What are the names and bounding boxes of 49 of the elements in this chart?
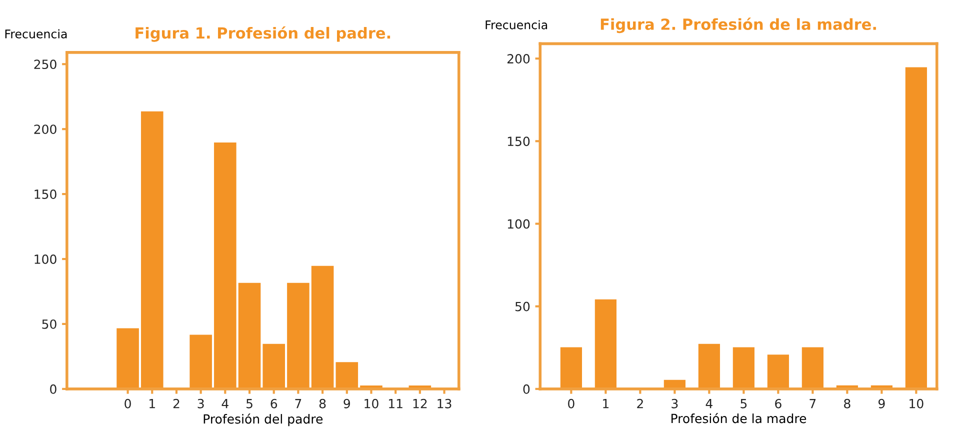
bar xyxy=(801,346,824,389)
chart-title: Figura 2. Profesión de la madre. xyxy=(600,18,876,34)
x-tick-label: 6 xyxy=(270,398,278,408)
bar xyxy=(560,346,583,389)
x-tick-label: 1 xyxy=(603,399,609,408)
x-tick-label: 8 xyxy=(844,398,850,408)
x-tick-label: 6 xyxy=(775,398,782,408)
x-axis-title: Profesión del padre xyxy=(204,414,323,426)
x-tick-label: 0 xyxy=(568,398,574,408)
y-tick-label: 0 xyxy=(523,384,530,394)
x-tick-label: 2 xyxy=(173,398,180,408)
y-tick-label: 0 xyxy=(50,384,56,394)
x-tick-label: 13 xyxy=(438,398,452,408)
y-axis-title: Frecuencia xyxy=(5,29,67,38)
y-tick-label: 150 xyxy=(508,136,530,146)
x-tick-label: 9 xyxy=(344,398,350,408)
y-tick-label: 50 xyxy=(515,302,530,312)
x-tick-label: 9 xyxy=(878,398,885,408)
bar xyxy=(594,298,618,389)
x-tick-label: 5 xyxy=(740,399,747,408)
x-tick-label: 11 xyxy=(389,399,402,408)
x-tick-label: 3 xyxy=(198,398,204,408)
x-tick-label: 7 xyxy=(295,399,302,408)
y-tick-label: 150 xyxy=(34,190,56,199)
bar xyxy=(698,343,721,389)
x-tick-label: 7 xyxy=(810,399,816,408)
y-tick-label: 200 xyxy=(507,54,530,64)
y-tick-label: 100 xyxy=(34,254,56,264)
x-tick-label: 10 xyxy=(364,398,378,408)
y-tick-label: 200 xyxy=(34,124,56,134)
y-tick-label: 50 xyxy=(42,319,56,329)
y-tick-label: 250 xyxy=(34,60,56,70)
bar xyxy=(766,354,790,389)
x-tick-label: 5 xyxy=(246,399,252,408)
x-tick-label: 0 xyxy=(124,398,131,408)
x-tick-label: 4 xyxy=(222,399,228,408)
x-tick-label: 2 xyxy=(637,398,643,408)
y-axis-title: Frecuencia xyxy=(486,20,548,30)
x-tick-label: 8 xyxy=(319,398,326,408)
bar xyxy=(732,346,756,389)
chart-title: Figura 1. Profesión del padre. xyxy=(136,26,390,42)
x-axis-title: Profesión de la madre xyxy=(672,413,806,424)
x-tick-label: 12 xyxy=(413,398,427,408)
y-tick-label: 100 xyxy=(508,219,530,229)
x-tick-label: 1 xyxy=(150,399,155,408)
x-tick-label: 3 xyxy=(672,398,678,408)
bar xyxy=(904,66,928,389)
x-tick-label: 4 xyxy=(706,399,712,408)
x-tick-label: 10 xyxy=(910,398,924,408)
